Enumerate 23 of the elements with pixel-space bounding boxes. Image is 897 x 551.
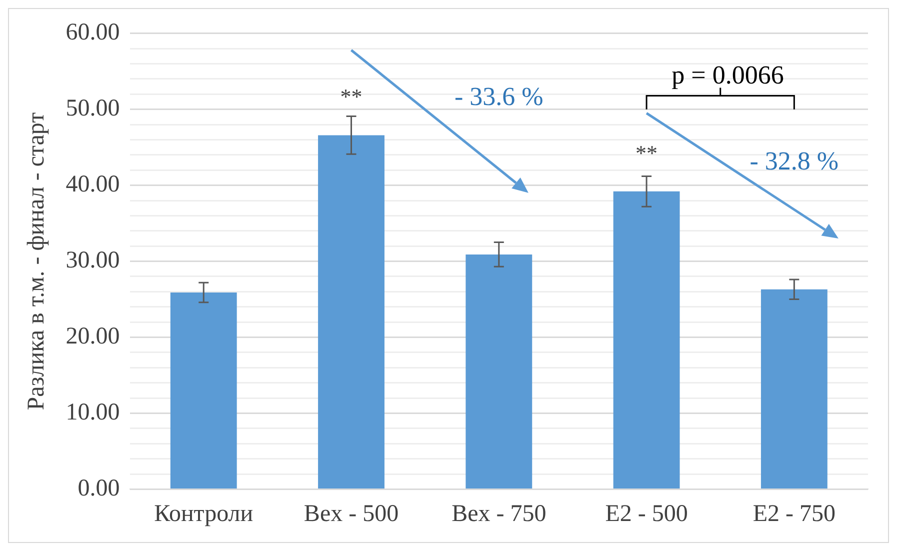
x-tick-label: E2 - 500 (605, 500, 688, 527)
x-tick-label: Bex - 750 (452, 500, 546, 527)
y-tick-label: 60.00 (66, 20, 120, 46)
bar (613, 191, 680, 488)
bar (466, 254, 532, 488)
annotation: - 32.8 % (750, 146, 839, 176)
y-tick-label: 30.00 (66, 248, 120, 274)
annotation: ** (340, 84, 362, 109)
y-tick-label: 0.00 (78, 475, 120, 502)
annotation: p = 0.0066 (672, 60, 784, 90)
y-tick-label: 10.00 (66, 400, 120, 426)
annotation: ** (636, 140, 658, 166)
bar (318, 135, 384, 488)
annotation: - 33.6 % (454, 82, 544, 111)
y-tick-label: 20.00 (66, 324, 120, 350)
y-tick-label: 50.00 (66, 96, 120, 122)
x-tick-label: Bex - 500 (304, 500, 399, 527)
x-tick-label: E2 - 750 (752, 500, 836, 527)
bar (170, 292, 237, 488)
bar (760, 289, 828, 488)
y-axis-title: Разлика в т.м. - финал - старт (24, 112, 50, 410)
y-tick-label: 40.00 (66, 172, 120, 198)
x-tick-label: Контроли (154, 500, 254, 527)
